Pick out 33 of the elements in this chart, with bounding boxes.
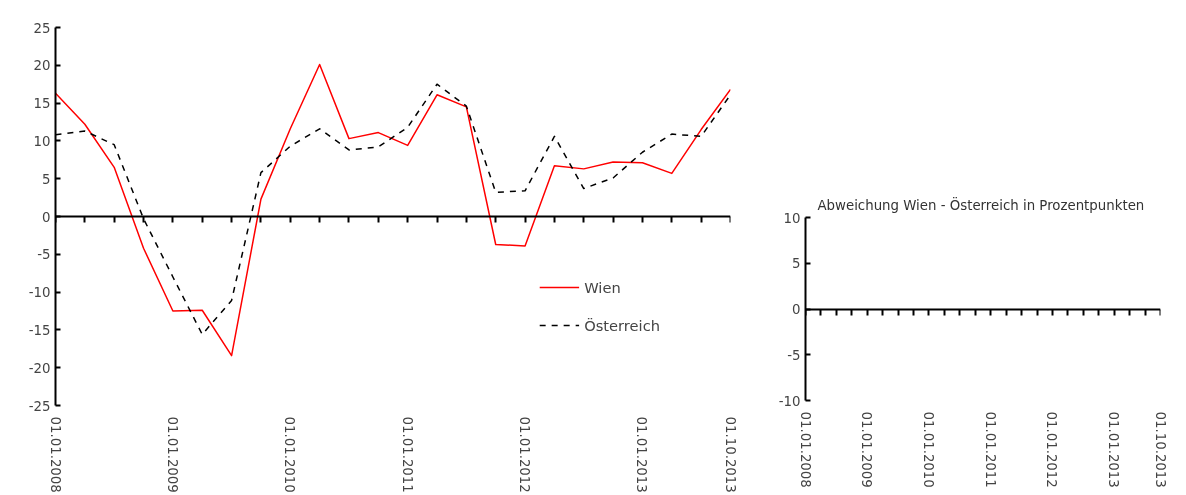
chart-title: Abweichung Wien - Österreich in Prozentpunkten (817, 195, 1145, 213)
y-tick-label: -20 (28, 360, 51, 376)
x-tick-label: 01.01.2013 (1106, 411, 1122, 488)
x-tick-label: 01.01.2012 (517, 416, 533, 493)
x-tick-label: 01.01.2011 (399, 416, 415, 493)
x-tick-label: 01.01.2010 (282, 416, 298, 493)
y-tick-label: -5 (37, 247, 51, 263)
x-tick-label: 01.01.2009 (164, 416, 180, 493)
y-tick-label: 15 (33, 96, 51, 112)
y-tick-label: 5 (792, 256, 801, 272)
legend-label: Österreich (584, 316, 660, 334)
y-tick-label: 25 (33, 20, 51, 36)
y-tick-label: -15 (28, 322, 51, 338)
x-tick-label: 01.01.2013 (634, 416, 650, 493)
y-tick-label: -10 (778, 393, 801, 409)
x-tick-label: 01.10.2013 (1152, 411, 1168, 488)
y-tick-label: 10 (33, 133, 51, 149)
x-tick-label: 01.01.2011 (982, 411, 998, 488)
y-tick-label: 0 (792, 302, 801, 317)
legend-label: Wien (584, 278, 621, 296)
x-tick-label: 01.01.2012 (1044, 411, 1060, 488)
x-tick-label: 01.01.2009 (859, 411, 875, 488)
x-tick-label: 01.01.2008 (797, 411, 813, 488)
y-tick-label: 5 (42, 171, 51, 187)
y-tick-label: 10 (783, 210, 801, 226)
y-tick-label: -10 (28, 285, 51, 301)
y-tick-label: -25 (28, 398, 51, 414)
x-tick-label: 01.10.2013 (722, 416, 738, 493)
y-tick-label: -5 (787, 347, 801, 363)
y-tick-label: 0 (42, 209, 51, 225)
x-tick-label: 01.01.2010 (920, 411, 936, 488)
y-tick-label: 20 (33, 58, 51, 74)
x-tick-label: 01.01.2008 (47, 416, 63, 493)
